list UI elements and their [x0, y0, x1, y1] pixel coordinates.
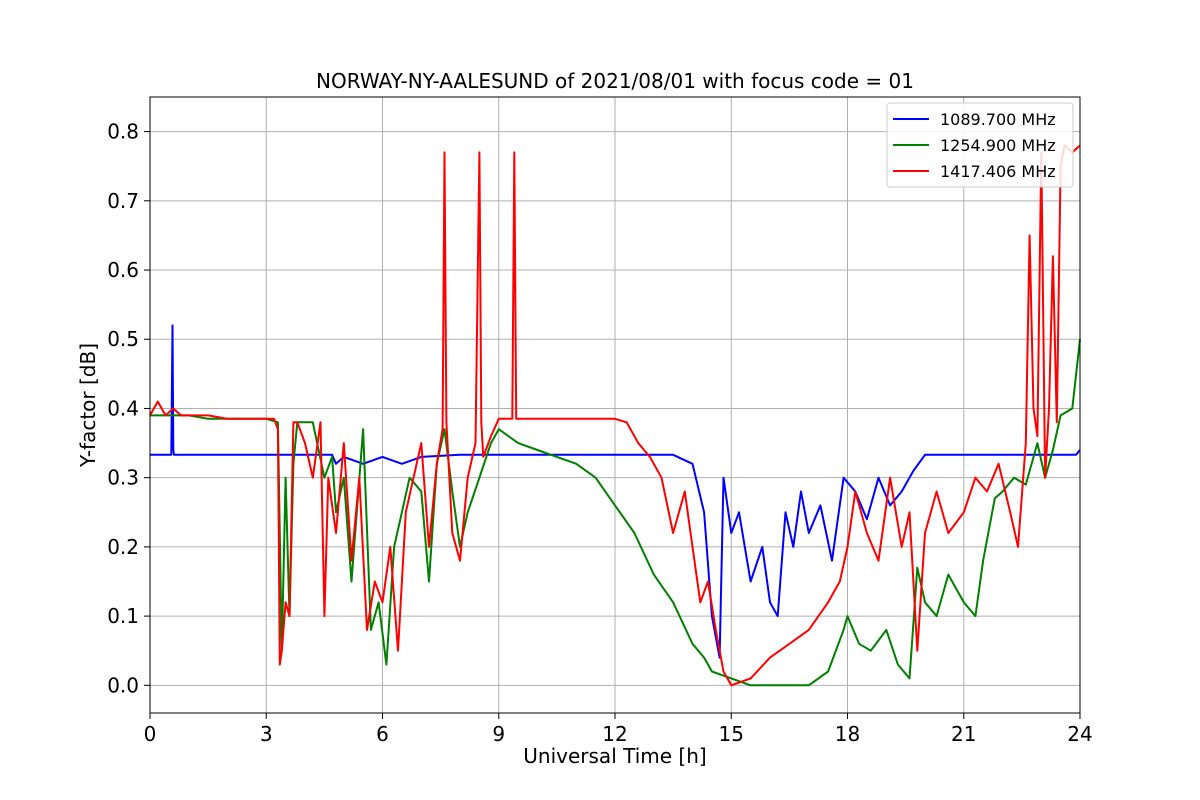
y-tick-label: 0.0	[107, 673, 139, 697]
y-tick-label: 0.5	[107, 327, 139, 351]
plot-series	[149, 144, 1081, 687]
legend-box	[886, 102, 1074, 188]
legend-label: 1089.700 MHz	[940, 110, 1056, 129]
x-tick-label: 9	[492, 722, 505, 746]
x-tick-label: 15	[719, 722, 744, 746]
y-axis-label: Y-factor [dB]	[76, 343, 100, 468]
series-line-1417-406-mhz	[149, 144, 1081, 687]
x-tick-label: 3	[260, 722, 273, 746]
series-line-1254-900-mhz	[150, 339, 1081, 687]
y-tick-label: 0.7	[107, 189, 139, 213]
x-tick-label: 0	[144, 722, 157, 746]
legend-label: 1254.900 MHz	[940, 136, 1056, 155]
x-tick-label: 6	[376, 722, 389, 746]
x-tick-label: 24	[1067, 722, 1092, 746]
y-tick-label: 0.8	[107, 120, 139, 144]
legend-label: 1417.406 MHz	[940, 162, 1056, 181]
x-tick-label: 18	[835, 722, 860, 746]
chart-title: NORWAY-NY-AALESUND of 2021/08/01 with fo…	[316, 69, 914, 93]
y-tick-label: 0.2	[107, 535, 139, 559]
y-axis-ticks: 0.0 0.1 0.2 0.3 0.4 0.5 0.6 0.7 0.8	[107, 120, 150, 697]
legend: 1089.700 MHz 1254.900 MHz 1417.406 MHz	[886, 102, 1074, 188]
series-line-1089-700-mhz	[150, 324, 1081, 659]
y-tick-label: 0.1	[107, 604, 139, 628]
x-tick-label: 12	[602, 722, 627, 746]
x-tick-label: 21	[951, 722, 976, 746]
x-axis-ticks: 0 3 6 9 12 15 18 21 24	[144, 713, 1093, 746]
x-axis-label: Universal Time [h]	[523, 744, 706, 768]
y-tick-label: 0.4	[107, 396, 139, 420]
y-tick-label: 0.6	[107, 258, 139, 282]
y-tick-label: 0.3	[107, 466, 139, 490]
